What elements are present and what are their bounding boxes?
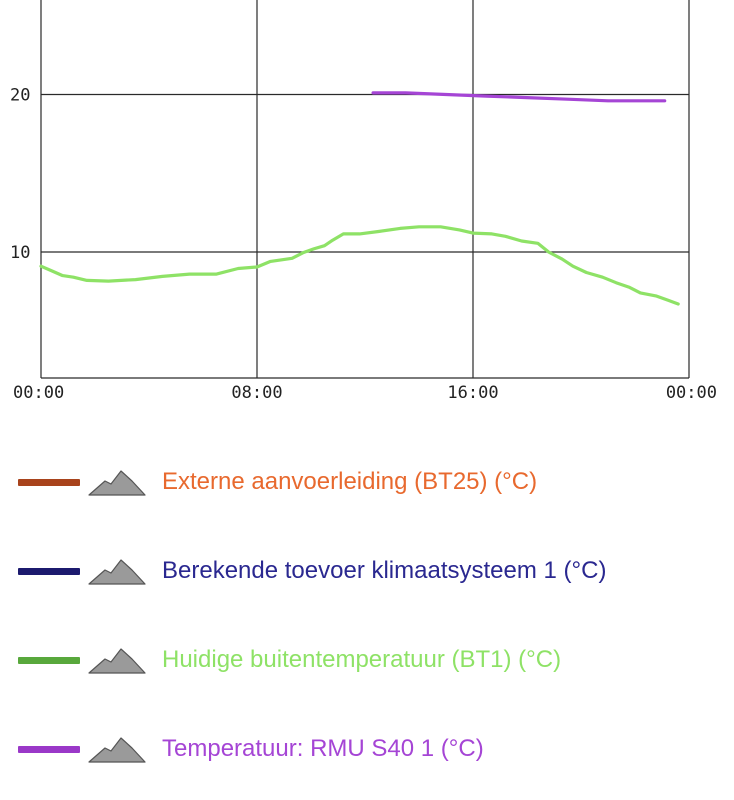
y-tick-label-1: 20 — [10, 86, 30, 106]
legend-swatch — [18, 478, 80, 486]
tick-labels: 00:00 08:00 16:00 00:00 10 20 — [10, 86, 717, 404]
legend-label: Temperatuur: RMU S40 1 (°C) — [162, 735, 484, 762]
mountain-icon[interactable] — [88, 556, 146, 586]
grid — [40, 0, 690, 379]
legend-swatch — [18, 567, 80, 575]
series-lines — [39, 91, 680, 306]
legend-item-0[interactable]: Externe aanvoerleiding (BT25) (°C) — [18, 462, 537, 502]
legend-item-2[interactable]: Huidige buitentemperatuur (BT1) (°C) — [18, 640, 561, 680]
legend-label: Huidige buitentemperatuur (BT1) (°C) — [162, 646, 562, 673]
y-tick-label-0: 10 — [10, 243, 30, 263]
legend-label: Externe aanvoerleiding (BT25) (°C) — [162, 468, 538, 495]
x-tick-label-3: 00:00 — [666, 383, 717, 403]
temperature-chart: 00:00 08:00 16:00 00:00 10 20 — [10, 0, 717, 404]
mountain-icon[interactable] — [88, 467, 146, 497]
legend-swatch — [18, 656, 80, 664]
legend-item-3[interactable]: Temperatuur: RMU S40 1 (°C) — [18, 729, 484, 769]
x-tick-label-2: 16:00 — [447, 383, 498, 403]
legend-label: Berekende toevoer klimaatsysteem 1 (°C) — [162, 557, 607, 584]
mountain-icon[interactable] — [88, 645, 146, 675]
series-line-3 — [371, 91, 667, 103]
x-tick-label-1: 08:00 — [231, 383, 282, 403]
mountain-icon[interactable] — [88, 734, 146, 764]
x-tick-label-0: 00:00 — [13, 383, 64, 403]
legend-swatch — [18, 745, 80, 753]
series-line-2 — [39, 225, 680, 306]
legend-item-1[interactable]: Berekende toevoer klimaatsysteem 1 (°C) — [18, 551, 606, 591]
